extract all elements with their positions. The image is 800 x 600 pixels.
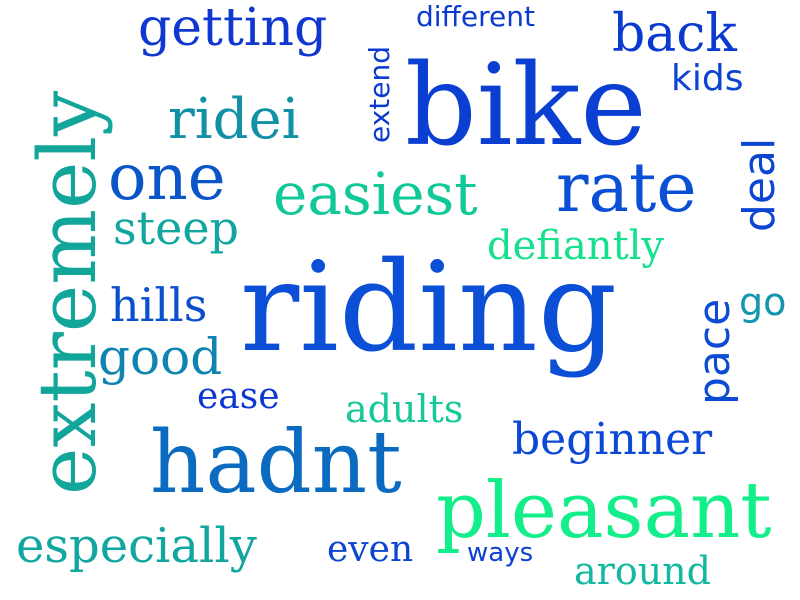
- word-bike: bike: [405, 41, 647, 171]
- word-back: back: [612, 4, 737, 64]
- word-different: different: [416, 0, 535, 33]
- word-easiest: easiest: [273, 160, 478, 228]
- word-ridei: ridei: [168, 87, 300, 152]
- word-getting: getting: [138, 0, 328, 58]
- word-even: even: [327, 529, 414, 570]
- word-around: around: [574, 549, 711, 593]
- word-beginner: beginner: [512, 414, 713, 465]
- word-ways: ways: [467, 538, 534, 568]
- word-go: go: [739, 280, 787, 324]
- word-hadnt: hadnt: [150, 413, 402, 513]
- word-especially: especially: [16, 518, 257, 574]
- word-pleasant: pleasant: [436, 466, 772, 556]
- word-riding: riding: [240, 236, 618, 380]
- word-rate: rate: [556, 149, 697, 228]
- word-defiantly: defiantly: [487, 223, 665, 269]
- word-pace: pace: [689, 298, 740, 405]
- word-steep: steep: [113, 201, 239, 255]
- word-one: one: [108, 141, 226, 215]
- word-good: good: [98, 328, 223, 386]
- word-adults: adults: [345, 387, 464, 431]
- word-kids: kids: [671, 58, 744, 99]
- word-ease: ease: [197, 376, 280, 417]
- word-extremely: extremely: [21, 90, 114, 495]
- word-extend: extend: [363, 45, 396, 143]
- word-deal: deal: [734, 137, 785, 232]
- word-hills: hills: [110, 278, 208, 332]
